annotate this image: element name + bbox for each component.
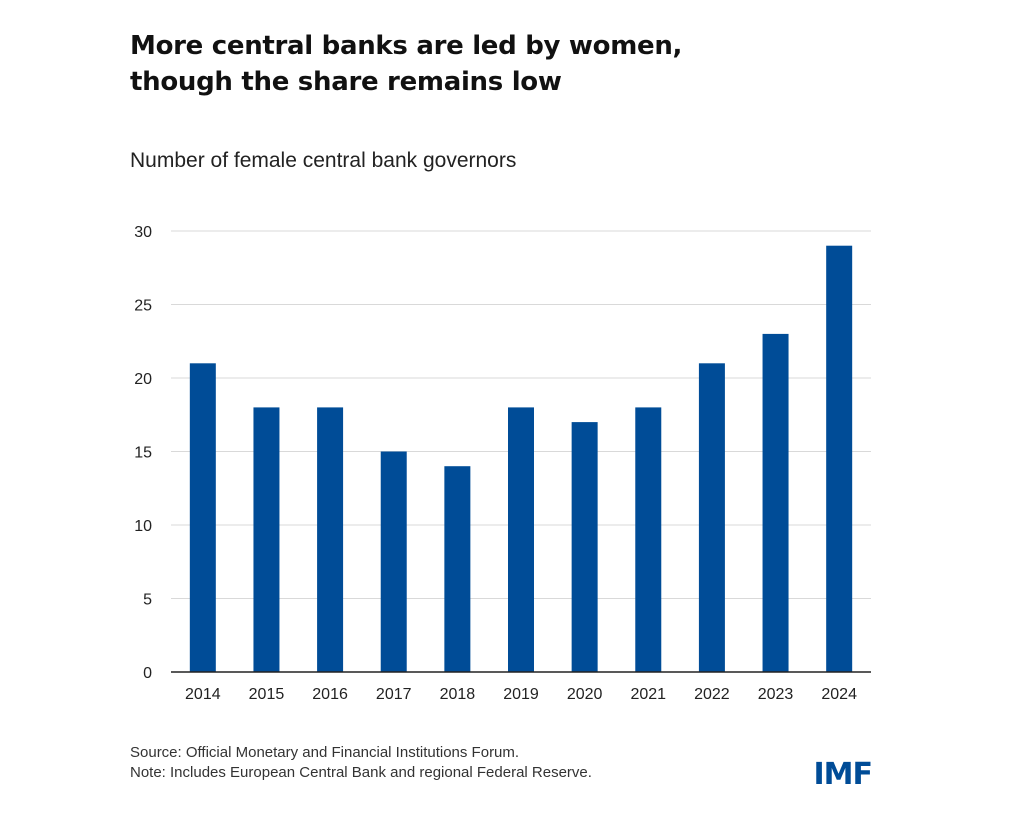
bar-2023 [762,333,789,672]
bar-2022 [698,363,725,672]
chart-title-line-1: More central banks are led by women, [130,31,683,61]
x-tick-label: 2022 [694,686,730,703]
chart-title-line-2: though the share remains low [130,67,562,97]
x-tick-label: 2017 [376,686,412,703]
x-tick-label: 2016 [312,686,348,703]
chart-subtitle: Number of female central bank governors [130,149,517,172]
y-tick-label: 15 [134,445,152,462]
footnote: Note: Includes European Central Bank and… [130,764,592,781]
bars [189,245,853,672]
x-axis-tick-labels: 2014 2015 2016 2017 2018 2019 2020 2021 2022 2023… [185,686,857,703]
x-tick-label: 2020 [567,686,603,703]
y-tick-label: 30 [134,224,152,241]
x-tick-label: 2021 [630,686,666,703]
x-tick-label: 2023 [758,686,794,703]
bar-2017 [380,451,407,672]
y-tick-label: 25 [134,298,152,315]
footer: Source: Official Monetary and Financial … [130,743,592,783]
bar-2015 [253,407,280,672]
chart-title: More central banks are led by women, tho… [130,28,890,100]
source-note: Source: Official Monetary and Financial … [130,744,520,761]
bar-2021 [635,407,662,672]
x-tick-label: 2015 [249,686,285,703]
imf-logo: IMF [813,757,873,792]
bar-2019 [508,407,534,672]
bar-2016 [317,407,344,672]
y-tick-label: 10 [134,518,152,535]
bar-2024 [826,245,853,672]
y-axis-tick-labels: 0 5 10 15 20 25 30 [134,224,152,682]
y-tick-label: 5 [143,592,152,609]
x-tick-label: 2018 [440,686,476,703]
x-tick-label: 2019 [503,686,539,703]
bar-2018 [444,466,471,672]
y-tick-label: 20 [134,371,152,388]
bar-2014 [189,363,216,672]
x-tick-label: 2014 [185,686,221,703]
bar-2020 [571,422,598,672]
y-tick-label: 0 [143,665,152,682]
x-tick-label: 2024 [821,686,857,703]
